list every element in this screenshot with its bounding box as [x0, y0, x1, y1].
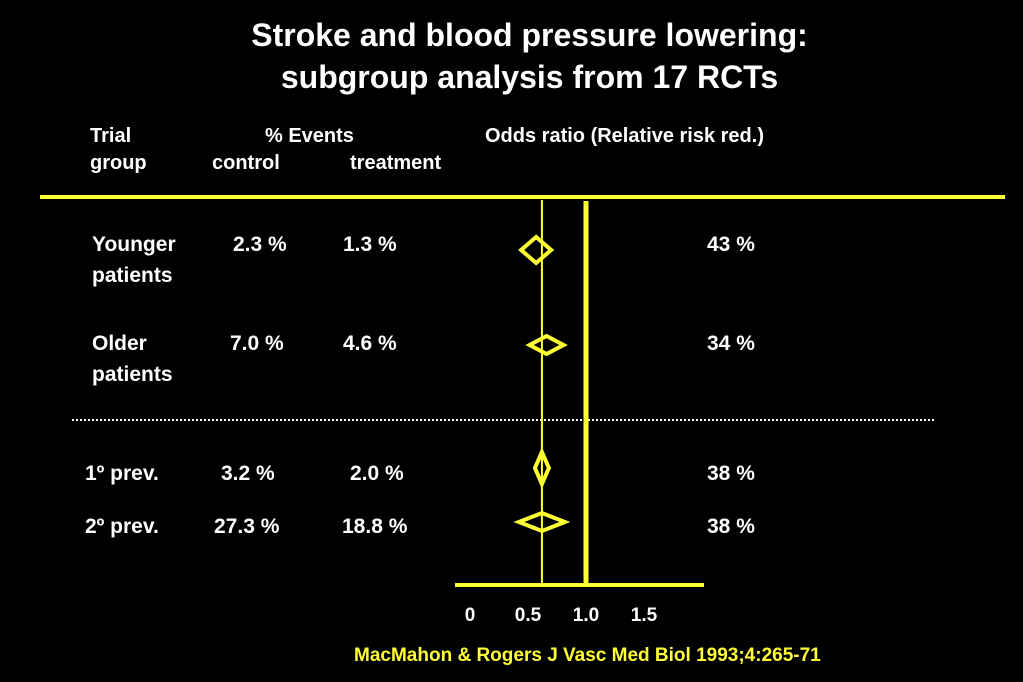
- row-label-older-2: patients: [92, 363, 173, 386]
- row-treatment-secondary: 18.8 %: [342, 515, 408, 538]
- row-control-younger: 2.3 %: [233, 233, 287, 256]
- header-group: group: [90, 152, 147, 174]
- row-treatment-younger: 1.3 %: [343, 233, 397, 256]
- row-rrr-secondary: 38 %: [707, 515, 755, 538]
- title-line-2: subgroup analysis from 17 RCTs: [280, 59, 779, 95]
- odds-ratio-diamond: [513, 510, 571, 534]
- row-rrr-primary: 38 %: [707, 462, 755, 485]
- x-tick-label: 1.5: [631, 605, 658, 626]
- row-control-secondary: 27.3 %: [214, 515, 280, 538]
- odds-ratio-diamond: [525, 333, 568, 357]
- row-label-primary: 1º prev.: [85, 462, 159, 485]
- header-events: % Events: [265, 125, 354, 147]
- row-label-younger: Younger: [92, 233, 176, 256]
- header-control: control: [212, 152, 280, 174]
- row-control-primary: 3.2 %: [221, 462, 275, 485]
- row-treatment-primary: 2.0 %: [350, 462, 404, 485]
- citation: MacMahon & Rogers J Vasc Med Biol 1993;4…: [354, 645, 821, 666]
- title-line-1: Stroke and blood pressure lowering:: [251, 17, 808, 53]
- row-label-older: Older: [92, 332, 147, 355]
- header-trial: Trial: [90, 125, 132, 147]
- odds-ratio-diamond: [518, 234, 555, 266]
- row-label-secondary: 2º prev.: [85, 515, 159, 538]
- x-tick-label: 1.0: [573, 605, 599, 626]
- header-treatment: treatment: [350, 152, 442, 174]
- row-label-younger-2: patients: [92, 264, 173, 287]
- odds-ratio-diamond: [532, 447, 552, 489]
- chart-title: Stroke and blood pressure lowering: subg…: [0, 14, 1023, 98]
- x-tick-label: 0: [465, 605, 476, 626]
- header-odds-ratio: Odds ratio (Relative risk red.): [485, 125, 764, 147]
- row-control-older: 7.0 %: [230, 332, 284, 355]
- row-rrr-older: 34 %: [707, 332, 755, 355]
- x-tick-label: 0.5: [515, 605, 542, 626]
- row-rrr-younger: 43 %: [707, 233, 755, 256]
- row-treatment-older: 4.6 %: [343, 332, 397, 355]
